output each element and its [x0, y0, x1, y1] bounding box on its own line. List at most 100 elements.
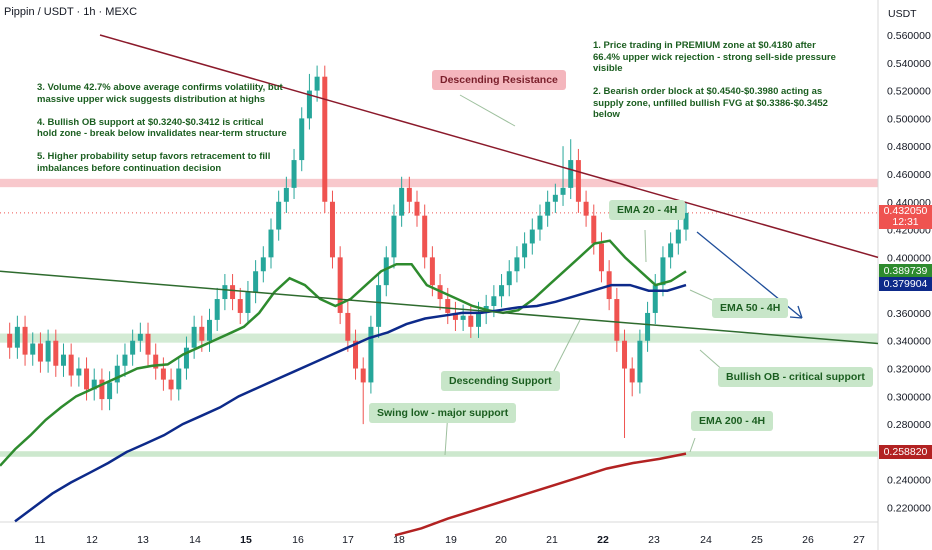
candle-body — [283, 187, 289, 202]
candle-body — [299, 118, 305, 161]
ema200-price-badge: 0.258820 — [879, 445, 932, 459]
descending-support-line — [0, 270, 879, 345]
time-tick-label: 22 — [597, 534, 609, 546]
ema20-price-badge: 0.389739 — [879, 264, 932, 278]
candle-body — [268, 229, 274, 258]
time-tick-label: 27 — [853, 534, 865, 546]
annotation-connector — [552, 319, 581, 374]
candle-body — [368, 326, 374, 383]
candle-body — [598, 243, 604, 272]
candle-body — [122, 354, 128, 366]
candle-body — [91, 379, 97, 390]
candle-body — [199, 326, 205, 341]
time-tick-label: 26 — [802, 534, 814, 546]
candle-body — [137, 333, 143, 341]
ema20-line — [0, 239, 687, 467]
candle-body — [529, 229, 535, 244]
candle-body — [614, 299, 620, 341]
candle-body — [45, 340, 51, 362]
candle-body — [76, 368, 82, 376]
candle-body — [107, 382, 113, 400]
candle-body — [406, 187, 412, 202]
price-tick-label: 0.220000 — [887, 503, 931, 515]
candle-body — [207, 319, 213, 341]
candle-body — [575, 160, 581, 202]
candle-body — [552, 194, 558, 202]
candle-body — [306, 90, 312, 119]
time-tick-label: 13 — [137, 534, 149, 546]
price-tick-label: 0.400000 — [887, 252, 931, 264]
candle-body — [383, 257, 389, 286]
ema50-line — [14, 283, 687, 523]
candle-body — [629, 368, 635, 383]
time-tick-label: 20 — [495, 534, 507, 546]
candle-body — [30, 343, 36, 355]
candle-body — [391, 215, 397, 258]
candle-body — [522, 243, 528, 258]
analysis-notes-right: 1. Price trading in PREMIUM zone at $0.4… — [593, 40, 836, 120]
last-price-badge: 0.432050 12:31 — [879, 205, 932, 229]
candle-body — [337, 257, 343, 313]
time-tick-label: 23 — [648, 534, 660, 546]
swing-low-zone — [0, 451, 878, 457]
annotation-connector — [689, 437, 696, 453]
last-price-value: 0.432050 — [883, 205, 928, 217]
candle-body — [499, 285, 505, 297]
descending-resistance-line — [99, 34, 879, 259]
candle-body — [353, 340, 359, 369]
candle-body — [214, 299, 220, 320]
candle-body — [99, 379, 105, 400]
time-tick-label: 14 — [189, 534, 201, 546]
candle-body — [637, 340, 643, 383]
analysis-notes-left: 3. Volume 42.7% above average confirms v… — [37, 82, 287, 174]
candle-body — [399, 187, 405, 216]
premium-zone — [0, 178, 878, 188]
candle-body — [537, 215, 543, 230]
candle-body — [329, 201, 335, 258]
price-tick-label: 0.280000 — [887, 419, 931, 431]
ema50-label: EMA 50 - 4H — [712, 298, 789, 318]
candle-body — [429, 257, 435, 286]
time-tick-label: 12 — [86, 534, 98, 546]
symbol-title: Pippin / USDT · 1h · MEXC — [4, 6, 138, 18]
bar-countdown: 12:31 — [892, 216, 919, 228]
bullish-ob-label: Bullish OB - critical support — [718, 367, 873, 387]
candle-body — [460, 315, 466, 320]
projection-arrowhead — [789, 305, 803, 319]
time-tick-label: 15 — [240, 534, 252, 546]
price-tick-label: 0.360000 — [887, 308, 931, 320]
descending-support-label: Descending Support — [441, 371, 560, 391]
candle-body — [314, 76, 320, 91]
candle-body — [360, 368, 366, 383]
price-tick-label: 0.340000 — [887, 336, 931, 348]
candle-body — [84, 368, 90, 390]
price-tick-label: 0.560000 — [887, 30, 931, 42]
swing-low-label: Swing low - major support — [369, 403, 517, 423]
price-tick-label: 0.480000 — [887, 141, 931, 153]
candle-body — [176, 368, 182, 390]
candle-body — [683, 212, 689, 230]
candle-body — [191, 326, 197, 348]
candle-body — [452, 312, 458, 320]
candle-body — [445, 299, 451, 313]
time-tick-label: 17 — [342, 534, 354, 546]
candle-body — [591, 215, 597, 244]
candle-body — [145, 333, 151, 355]
candle-body — [222, 285, 228, 300]
price-tick-label: 0.500000 — [887, 113, 931, 125]
candle-body — [422, 215, 428, 258]
candle-body — [652, 285, 658, 313]
candle-body — [545, 201, 551, 216]
price-tick-label: 0.460000 — [887, 169, 931, 181]
ema200-line — [394, 452, 687, 537]
candle-body — [506, 271, 512, 286]
candle-body — [153, 354, 159, 369]
candle-body — [376, 285, 382, 327]
price-tick-label: 0.320000 — [887, 364, 931, 376]
candle-body — [53, 340, 59, 366]
candle-body — [260, 257, 266, 272]
ema20-label: EMA 20 - 4H — [609, 200, 686, 220]
candle-body — [475, 312, 481, 327]
candle-body — [68, 354, 74, 376]
